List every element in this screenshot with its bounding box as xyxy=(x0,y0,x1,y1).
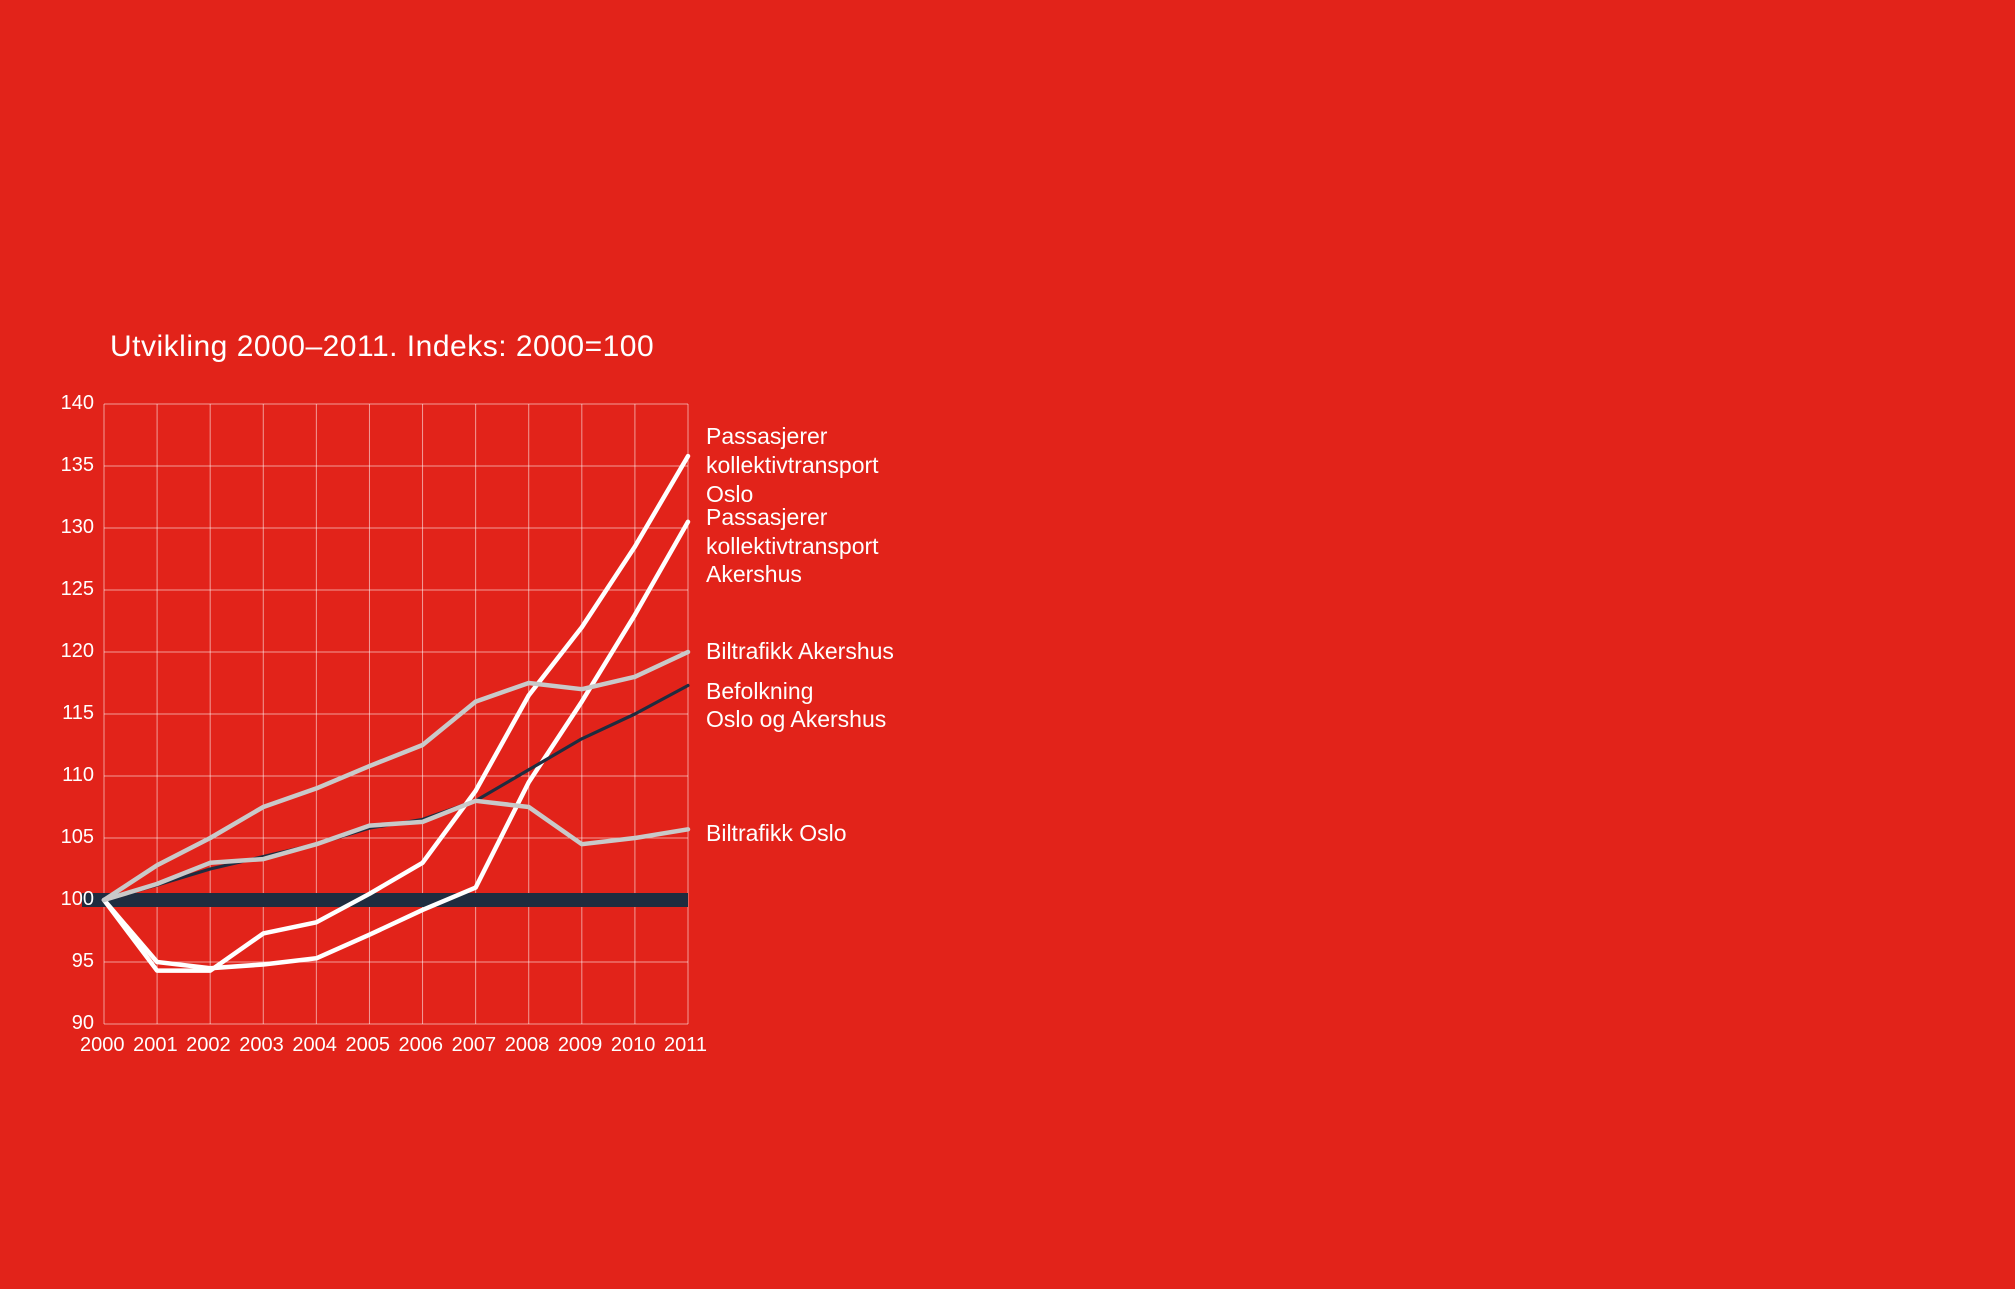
series-label-bil_akershus: Biltrafikk Akershus xyxy=(706,637,894,666)
x-tick-label: 2008 xyxy=(505,1034,550,1057)
y-tick-label: 115 xyxy=(49,702,94,725)
x-tick-label: 2007 xyxy=(452,1034,497,1057)
x-tick-label: 2002 xyxy=(186,1034,231,1057)
series-label-pass_oslo: PassasjererkollektivtransportOslo xyxy=(706,422,879,508)
series-label-bil_oslo: Biltrafikk Oslo xyxy=(706,819,847,848)
y-tick-label: 90 xyxy=(49,1012,94,1035)
y-tick-label: 95 xyxy=(49,950,94,973)
y-tick-label: 130 xyxy=(49,516,94,539)
x-tick-label: 2004 xyxy=(292,1034,337,1057)
chart-svg xyxy=(0,0,2015,1289)
series-label-befolkning: BefolkningOslo og Akershus xyxy=(706,677,886,735)
series-label-pass_akershus: PassasjererkollektivtransportAkershus xyxy=(706,503,879,589)
y-tick-label: 110 xyxy=(49,764,94,787)
y-tick-label: 100 xyxy=(49,888,94,911)
y-tick-label: 105 xyxy=(49,826,94,849)
x-tick-label: 2005 xyxy=(345,1034,390,1057)
y-tick-label: 120 xyxy=(49,640,94,663)
x-tick-label: 2000 xyxy=(80,1034,125,1057)
x-tick-label: 2001 xyxy=(133,1034,178,1057)
x-tick-label: 2009 xyxy=(558,1034,603,1057)
x-tick-label: 2010 xyxy=(611,1034,656,1057)
y-tick-label: 125 xyxy=(49,578,94,601)
x-tick-label: 2011 xyxy=(664,1034,707,1057)
y-tick-label: 135 xyxy=(49,454,94,477)
x-tick-label: 2006 xyxy=(399,1034,444,1057)
y-tick-label: 140 xyxy=(49,392,94,415)
chart-area xyxy=(0,0,2015,1289)
x-tick-label: 2003 xyxy=(239,1034,284,1057)
